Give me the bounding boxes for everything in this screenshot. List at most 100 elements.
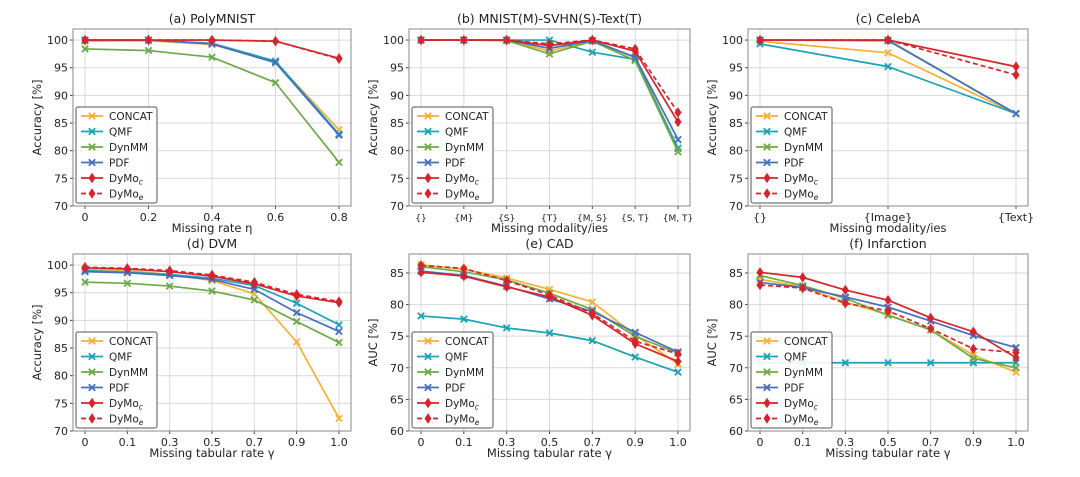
legend-label: CONCAT [109,336,153,348]
legend-name: PDF [784,158,804,170]
legend-marker [763,158,771,167]
data-point [417,267,425,278]
y-tick-label: 85 [729,117,743,130]
legend-marker [424,188,432,199]
x-axis-label: Missing tabular rate γ [149,446,274,460]
legend-marker [88,172,96,184]
x-tick-label: 0 [418,436,425,449]
legend-marker [424,158,432,167]
legend-name: QMF [445,352,468,364]
legend-item: DyMoe [81,188,144,202]
y-tick-label: 60 [729,425,743,438]
data-point [884,305,892,317]
series-dymo-e [417,34,682,118]
data-point [1012,109,1020,118]
series-dymo-e [756,279,1020,358]
data-point [335,320,343,329]
y-tick-label: 80 [54,145,68,158]
y-tick-label: 75 [729,330,743,343]
data-point [460,263,468,274]
legend-subscript: c [475,178,480,187]
data-point [144,46,153,55]
x-tick-label: 0.9 [626,436,644,449]
legend-name: DyMo [109,173,139,185]
y-tick-label: 90 [54,89,68,102]
legend-item: DynMM [81,142,148,154]
x-tick-label: {Text} [998,211,1034,224]
legend-label: QMF [109,127,132,139]
data-point [674,147,682,156]
data-point [123,279,132,288]
series-dymo-e [417,260,682,360]
y-tick-label: 95 [390,62,404,75]
data-point [502,324,511,332]
subplot-5: 60 65 70 75 80 85 0 0.1 0.3 0.5 0.7 0.9 1.0 (f) Infar… [705,236,1029,460]
data-point [884,62,892,71]
y-tick-label: 70 [54,425,68,438]
legend-name: DyMo [109,398,139,410]
x-axis-label: Missing rate η [172,221,253,235]
data-point [335,158,343,167]
legend-label: QMF [445,127,468,139]
data-point [145,34,152,46]
chart-title: (a) PolyMNIST [169,11,256,26]
legend-name: PDF [109,158,129,170]
data-point [81,34,89,46]
data-point [335,296,343,307]
y-tick-label: 60 [390,425,404,438]
legend-label: CONCAT [445,336,489,348]
chart-title: (d) DVM [187,236,237,251]
legend-name: PDF [109,383,129,395]
x-tick-label: 0.3 [837,436,855,449]
data-point [250,285,259,294]
y-tick-label: 100 [47,259,68,272]
data-point [841,358,850,367]
data-point [459,315,468,323]
legend-item: DyMoc [417,397,480,412]
axes-frame [747,253,1029,432]
legend-name: DyMo [445,414,475,426]
x-tick-label: 0 [82,436,89,449]
legend-subscript: e [475,418,480,427]
data-point [460,34,468,46]
legend-label: DynMM [784,142,823,154]
legend-name: DyMo [109,189,139,201]
legend-marker [88,188,96,199]
data-point [546,38,553,50]
legend-label: QMF [109,352,132,364]
legend-marker [424,352,432,361]
data-point [335,131,343,140]
data-point [841,293,850,301]
y-tick-label: 80 [390,145,404,158]
legend-name: CONCAT [784,336,828,348]
y-tick-label: 70 [390,200,404,213]
legend-marker [424,383,432,392]
legend-name: CONCAT [109,111,153,123]
legend-label: DynMM [109,142,148,154]
legend-item: PDF [81,383,129,395]
data-point [503,275,511,286]
data-point [271,57,280,65]
legend-marker [763,397,771,409]
legend-marker [763,337,771,345]
legend-marker [763,352,771,361]
legend-item: PDF [756,383,804,395]
legend-name: DynMM [109,142,148,154]
chart-title: (c) CelebA [856,11,921,26]
y-tick-label: 70 [729,362,743,375]
legend-label: PDF [445,383,465,395]
data-point [293,289,301,300]
data-point [588,308,596,319]
legend-item: DyMoe [417,413,480,427]
y-tick-label: 80 [54,370,68,383]
legend-item: DynMM [417,367,484,379]
legend-item: DyMoc [81,397,144,412]
data-point [271,58,280,67]
axes-frame [408,253,691,432]
legend-item: DyMoc [756,397,819,412]
legend-item: QMF [417,127,468,139]
chart-title: (e) CAD [525,236,573,251]
data-point [631,353,640,361]
